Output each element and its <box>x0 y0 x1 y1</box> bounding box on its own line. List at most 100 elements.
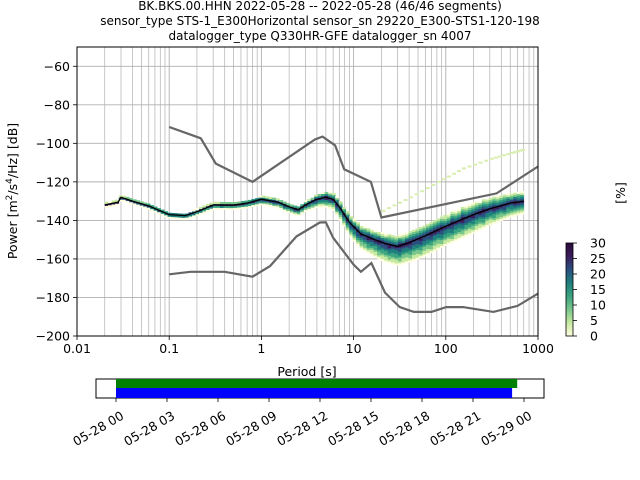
density-cell <box>275 198 280 201</box>
density-cell <box>398 255 402 258</box>
time-tick-label: 05-29 00 <box>478 408 534 449</box>
density-cell <box>373 234 378 237</box>
density-cell <box>387 255 392 258</box>
density-cell <box>199 206 203 209</box>
density-cell <box>495 216 500 219</box>
density-cell <box>471 208 476 211</box>
density-cell <box>488 203 493 206</box>
y-tick-label: −160 <box>36 251 70 266</box>
density-cell <box>478 202 483 206</box>
density-cell <box>499 195 504 198</box>
density-cell <box>436 237 441 240</box>
colorbar-tick-label: 0 <box>590 329 598 344</box>
density-cell <box>460 210 465 214</box>
density-cell <box>439 222 444 225</box>
density-cell <box>405 257 409 260</box>
density-cell <box>202 209 207 212</box>
density-cell <box>443 241 448 245</box>
density-cell <box>296 210 301 213</box>
density-cell <box>439 237 444 241</box>
density-cell <box>415 251 420 254</box>
density-cell <box>499 217 504 220</box>
density-cell <box>380 237 385 240</box>
density-cell <box>352 222 357 225</box>
density-cell <box>426 250 430 253</box>
density-cell <box>359 226 364 229</box>
density-cell <box>377 247 381 250</box>
density-cell <box>412 252 416 256</box>
density-cell <box>471 223 476 226</box>
density-cell <box>265 204 270 207</box>
density-cell <box>139 201 144 204</box>
density-cell <box>356 243 360 246</box>
density-cell <box>492 202 497 205</box>
density-cell <box>467 221 472 224</box>
density-cell <box>506 206 511 209</box>
density-cell <box>460 230 465 233</box>
density-cell <box>502 205 507 209</box>
density-cell <box>377 251 381 254</box>
density-cell <box>324 193 329 196</box>
density-cell <box>488 198 493 201</box>
density-cell <box>391 243 395 246</box>
density-cell <box>446 238 451 241</box>
density-cell <box>342 209 347 212</box>
density-cell <box>244 206 249 209</box>
density-cell <box>419 238 423 241</box>
density-cell <box>251 199 256 202</box>
density-cell <box>359 239 364 242</box>
density-cell <box>485 207 490 210</box>
density-cell <box>450 236 455 239</box>
density-cell <box>293 213 298 216</box>
density-cell <box>495 220 500 223</box>
density-cell <box>478 216 483 219</box>
density-cell <box>419 242 423 245</box>
density-cell <box>488 211 493 214</box>
density-cell <box>178 215 182 218</box>
density-cell <box>443 216 448 220</box>
density-cell <box>443 222 448 225</box>
density-cell <box>349 216 354 219</box>
density-cell <box>405 245 409 248</box>
density-cell <box>394 236 399 239</box>
density-cell <box>419 229 423 232</box>
density-cell <box>464 219 469 222</box>
density-cell <box>436 232 441 235</box>
density-cell <box>415 247 420 250</box>
density-cell <box>422 237 427 240</box>
density-cell <box>387 238 392 241</box>
density-cell <box>223 202 228 205</box>
density-cell <box>520 194 525 197</box>
density-cell <box>457 229 462 232</box>
density-cell <box>199 212 203 215</box>
density-cell <box>471 204 476 207</box>
density-cell <box>453 216 458 219</box>
time-tick-label: 05-28 00 <box>70 408 126 449</box>
density-cell <box>366 243 371 246</box>
density-cell <box>335 201 340 204</box>
density-cell <box>429 250 434 254</box>
density-cell <box>516 207 521 210</box>
density-cell <box>349 227 354 230</box>
density-cell <box>300 211 305 215</box>
density-cell <box>258 203 263 206</box>
coverage-bar <box>116 388 513 398</box>
density-cell <box>450 217 455 220</box>
density-cell <box>495 214 500 217</box>
density-cell <box>153 206 158 209</box>
density-cell <box>370 247 374 250</box>
density-cell <box>251 201 256 204</box>
density-cell <box>488 205 493 208</box>
density-cell <box>296 206 301 209</box>
title-line-2: sensor_type STS-1_E300Horizontal sensor_… <box>100 14 540 28</box>
density-cell <box>485 211 490 214</box>
density-cell <box>185 217 189 220</box>
colorbar-tick-label: 15 <box>590 282 606 297</box>
density-cell <box>394 263 399 266</box>
density-cell <box>509 209 514 212</box>
density-cell <box>419 248 423 251</box>
density-cell <box>398 253 402 256</box>
density-cell <box>377 241 381 244</box>
density-cell <box>240 201 245 204</box>
